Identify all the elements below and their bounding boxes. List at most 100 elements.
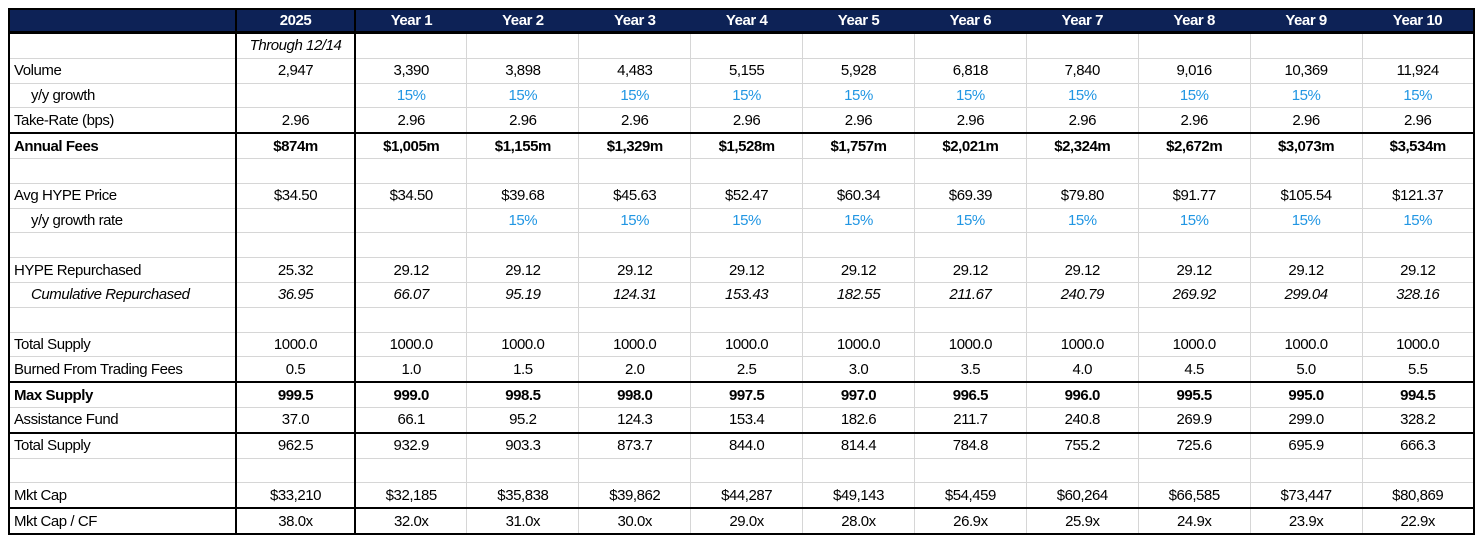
cumulative-repurchased-row-cell-2025: 36.95 [235, 281, 356, 308]
annual-fees-row-cell-year-3: $1,329m [578, 132, 692, 159]
spacer-row-4-cell-year-8 [1137, 457, 1251, 484]
spacer-row-1-cell-2025 [235, 157, 356, 184]
net-total-supply-row: Total Supply 962.5 932.9 903.3 873.7 844.0 814… [8, 431, 1475, 459]
volume-growth-row-label: y/y growth [8, 82, 237, 109]
spacer-row-4-cell-year-4 [690, 457, 804, 484]
mkt-cap-cf-row-cell-year-10: 22.9x [1361, 507, 1475, 535]
net-total-supply-row-cell-year-1: 932.9 [354, 431, 468, 459]
mkt-cap-row: Mkt Cap $33,210 $32,185 $35,838 $39,862 $44,2… [8, 482, 1475, 509]
spacer-row-3-cell-year-10 [1361, 306, 1475, 333]
annual-fees-row-cell-year-10: $3,534m [1361, 132, 1475, 159]
max-supply-row-cell-year-6: 996.5 [913, 381, 1027, 408]
spacer-row-3-cell-year-5 [802, 306, 915, 333]
assistance-fund-row-cell-year-6: 211.7 [913, 406, 1027, 434]
volume-growth-row-cell-year-5: 15% [802, 82, 915, 109]
hype-repurchased-row-cell-year-3: 29.12 [578, 257, 692, 283]
spacer-row-2 [8, 232, 1475, 259]
price-growth-row-cell-year-9: 15% [1249, 207, 1363, 234]
volume-row-cell-year-1: 3,390 [354, 57, 468, 84]
price-growth-row: y/y growth rate 15% 15% 15% 15% 15% 15% 15% 15% 1… [8, 207, 1475, 234]
spacer-row-4-cell-2025 [235, 457, 356, 484]
assistance-fund-row-cell-year-2: 95.2 [466, 406, 580, 434]
header-row: 2025 Year 1 Year 2 Year 3 Year 4 Year 5 Year 6… [8, 8, 1474, 34]
net-total-supply-row-cell-year-3: 873.7 [578, 431, 692, 459]
max-supply-row: Max Supply 999.5 999.0 998.5 998.0 997.5 997.0… [8, 381, 1475, 408]
avg-hype-price-row-cell-year-3: $45.63 [578, 182, 692, 209]
net-total-supply-row-cell-year-10: 666.3 [1361, 431, 1475, 459]
volume-row-cell-2025: 2,947 [235, 57, 356, 84]
period-note-row-cell-year-6 [913, 32, 1027, 59]
mkt-cap-cf-row-cell-year-3: 30.0x [578, 507, 692, 535]
hype-repurchased-row-cell-year-9: 29.12 [1249, 257, 1363, 283]
max-supply-row-cell-year-5: 997.0 [802, 381, 915, 408]
cumulative-repurchased-row-cell-year-8: 269.92 [1137, 281, 1251, 308]
take-rate-row-cell-2025: 2.96 [235, 107, 356, 134]
spacer-row-2-cell-year-6 [913, 232, 1027, 259]
spacer-row-3-cell-year-2 [466, 306, 580, 333]
price-growth-row-cell-year-6: 15% [913, 207, 1027, 234]
net-total-supply-row-cell-year-7: 755.2 [1025, 431, 1139, 459]
total-supply-row-cell-year-8: 1000.0 [1137, 331, 1251, 358]
take-rate-row-cell-year-4: 2.96 [690, 107, 804, 134]
col-header-year-10: Year 10 [1362, 8, 1474, 34]
spacer-row-2-cell-year-3 [578, 232, 692, 259]
price-growth-row-cell-year-8: 15% [1137, 207, 1251, 234]
col-header-year-7: Year 7 [1026, 8, 1139, 34]
annual-fees-row-cell-year-6: $2,021m [913, 132, 1027, 159]
mkt-cap-cf-row-cell-2025: 38.0x [235, 507, 356, 535]
col-header-2025: 2025 [236, 8, 356, 34]
avg-hype-price-row: Avg HYPE Price $34.50 $34.50 $39.68 $45.63 $5… [8, 182, 1475, 209]
mkt-cap-row-cell-year-4: $44,287 [690, 482, 804, 509]
period-note-row-cell-year-1 [354, 32, 468, 59]
burned-fees-row-cell-year-6: 3.5 [913, 356, 1027, 383]
volume-row-cell-year-9: 10,369 [1249, 57, 1363, 84]
spacer-row-2-cell-year-4 [690, 232, 804, 259]
spacer-row-1-cell-year-3 [578, 157, 692, 184]
assistance-fund-row-cell-year-8: 269.9 [1137, 406, 1251, 434]
net-total-supply-row-cell-year-9: 695.9 [1249, 431, 1363, 459]
assistance-fund-row-cell-2025: 37.0 [235, 406, 356, 434]
cumulative-repurchased-row-cell-year-5: 182.55 [802, 281, 915, 308]
assistance-fund-row-cell-year-3: 124.3 [578, 406, 692, 434]
assistance-fund-row: Assistance Fund 37.0 66.1 95.2 124.3 153.4 182… [8, 406, 1475, 434]
max-supply-row-cell-year-9: 995.0 [1249, 381, 1363, 408]
total-supply-row-cell-year-6: 1000.0 [913, 331, 1027, 358]
total-supply-row-cell-2025: 1000.0 [235, 331, 356, 358]
burned-fees-row-cell-year-1: 1.0 [354, 356, 468, 383]
volume-growth-row-cell-year-8: 15% [1137, 82, 1251, 109]
volume-row-cell-year-7: 7,840 [1025, 57, 1139, 84]
mkt-cap-row-cell-year-8: $66,585 [1137, 482, 1251, 509]
take-rate-row-cell-year-3: 2.96 [578, 107, 692, 134]
hype-repurchased-row-cell-year-4: 29.12 [690, 257, 804, 283]
max-supply-row-cell-year-10: 994.5 [1361, 381, 1475, 408]
col-header-year-4: Year 4 [690, 8, 803, 34]
spacer-row-4 [8, 457, 1475, 484]
mkt-cap-row-label: Mkt Cap [8, 482, 237, 509]
spacer-row-2-cell-year-1 [354, 232, 468, 259]
spacer-row-4-cell-year-7 [1025, 457, 1139, 484]
mkt-cap-cf-row-cell-year-1: 32.0x [354, 507, 468, 535]
financial-model-table: 2025 Year 1 Year 2 Year 3 Year 4 Year 5 Year 6… [8, 8, 1475, 535]
hype-repurchased-row-cell-year-10: 29.12 [1361, 257, 1475, 283]
total-supply-row-cell-year-9: 1000.0 [1249, 331, 1363, 358]
burned-fees-row-cell-year-5: 3.0 [802, 356, 915, 383]
annual-fees-row-cell-year-5: $1,757m [802, 132, 915, 159]
col-header-year-2: Year 2 [466, 8, 579, 34]
total-supply-row-cell-year-5: 1000.0 [802, 331, 915, 358]
avg-hype-price-row-label: Avg HYPE Price [8, 182, 237, 209]
hype-repurchased-row-label: HYPE Repurchased [8, 257, 237, 283]
spacer-row-1-cell-year-4 [690, 157, 804, 184]
take-rate-row-cell-year-2: 2.96 [466, 107, 580, 134]
col-header-year-1: Year 1 [355, 8, 467, 34]
volume-growth-row-cell-2025 [235, 82, 356, 109]
assistance-fund-row-cell-year-5: 182.6 [802, 406, 915, 434]
mkt-cap-cf-row-cell-year-5: 28.0x [802, 507, 915, 535]
spacer-row-2-cell-year-9 [1249, 232, 1363, 259]
volume-row: Volume 2,947 3,390 3,898 4,483 5,155 5,928 6,81… [8, 57, 1475, 84]
take-rate-row-cell-year-7: 2.96 [1025, 107, 1139, 134]
mkt-cap-row-cell-year-9: $73,447 [1249, 482, 1363, 509]
cumulative-repurchased-row-cell-year-2: 95.19 [466, 281, 580, 308]
max-supply-row-cell-year-1: 999.0 [354, 381, 468, 408]
total-supply-row-cell-year-10: 1000.0 [1361, 331, 1475, 358]
price-growth-row-cell-year-5: 15% [802, 207, 915, 234]
